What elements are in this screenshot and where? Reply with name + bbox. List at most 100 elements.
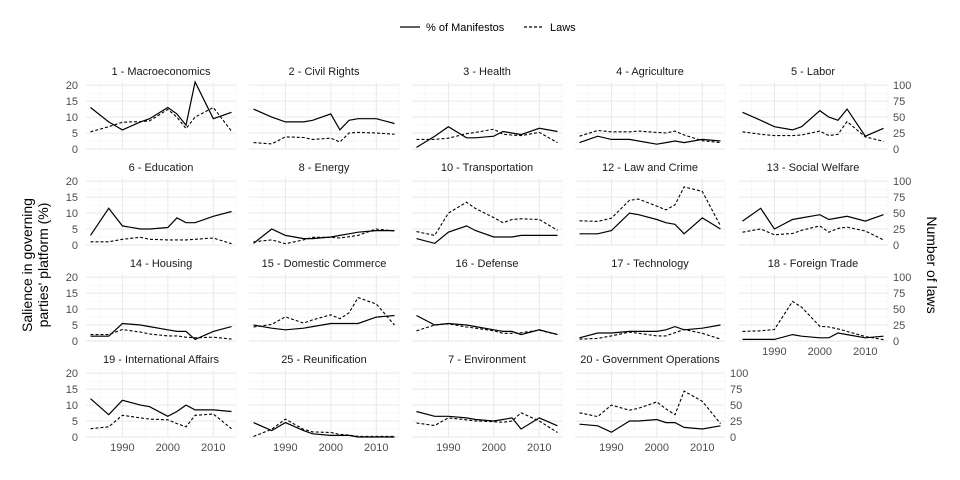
y-right-tick-label: 0 (893, 144, 899, 156)
panel: 25 - Reunification 1990 2000 2010 (249, 354, 400, 454)
y-right-tick-label: 50 (730, 400, 742, 412)
series-manifestos-line (416, 225, 558, 245)
series-laws-line (90, 236, 232, 245)
x-tick-label: 1990 (273, 442, 297, 454)
panel-title: 20 - Government Operations (580, 354, 720, 366)
panel-grid (86, 274, 237, 342)
series-manifestos-line (416, 410, 558, 430)
panel-title: 16 - Defense (456, 258, 519, 270)
x-tick-label: 2010 (364, 442, 388, 454)
panel-grid (575, 370, 726, 438)
panel-title: 12 - Law and Crime (602, 162, 698, 174)
x-tick-label: 1990 (436, 442, 460, 454)
y-right-tick-label: 75 (893, 192, 905, 204)
series-laws-line (253, 296, 395, 328)
panel-grid (86, 370, 237, 438)
y-left-tick-label: 20 (66, 176, 78, 188)
y-left-tick-label: 20 (66, 80, 78, 92)
y-left-tick-label: 20 (66, 368, 78, 380)
panel-title: 3 - Health (463, 66, 511, 78)
y-right-tick-label: 75 (893, 96, 905, 108)
y-left-tick-label: 15 (66, 384, 78, 396)
y-left-tick-label: 0 (72, 432, 78, 444)
y-left-tick-label: 5 (72, 416, 78, 428)
x-tick-label: 2000 (319, 442, 343, 454)
series-manifestos-line (90, 398, 232, 417)
panel-title: 17 - Technology (611, 258, 689, 270)
x-tick-label: 2000 (645, 442, 669, 454)
y-right-tick-label: 25 (730, 416, 742, 428)
panel-grid (412, 82, 563, 150)
series-manifestos-line (742, 207, 884, 230)
left-axis-title-line-1: Salience in governing (19, 198, 35, 332)
y-right-tick-label: 0 (893, 240, 899, 252)
panel-title: 5 - Labor (791, 66, 835, 78)
panel-title: 1 - Macroeconomics (111, 66, 211, 78)
series-manifestos-line (579, 212, 721, 235)
y-left-tick-label: 5 (72, 224, 78, 236)
series-manifestos-line (253, 421, 395, 438)
y-right-tick-label: 25 (893, 128, 905, 140)
panel: 17 - Technology (575, 258, 726, 342)
panel-title: 7 - Environment (448, 354, 526, 366)
series-laws-line (742, 120, 884, 142)
series-manifestos-line (579, 418, 721, 433)
series-laws-line (579, 129, 721, 144)
y-left-tick-label: 5 (72, 320, 78, 332)
left-axis-title-line-2: parties' platform (%) (35, 203, 51, 328)
panel-title: 25 - Reunification (281, 354, 367, 366)
panel-grid (738, 178, 889, 246)
y-left-tick-label: 15 (66, 288, 78, 300)
y-right-tick-label: 0 (730, 432, 736, 444)
x-tick-label: 2000 (808, 346, 832, 358)
y-right-tick-label: 100 (893, 272, 911, 284)
x-tick-label: 1990 (110, 442, 134, 454)
panel: 16 - Defense (412, 258, 563, 342)
y-left-tick-label: 15 (66, 192, 78, 204)
series-laws-line (416, 412, 558, 433)
x-tick-label: 2000 (482, 442, 506, 454)
series-laws-line (416, 128, 558, 144)
series-laws-line (416, 201, 558, 237)
panel-title: 2 - Civil Rights (289, 66, 360, 78)
y-right-tick-label: 100 (893, 176, 911, 188)
panel-grid (412, 274, 563, 342)
y-right-tick-label: 50 (893, 112, 905, 124)
panel: 12 - Law and Crime (575, 162, 726, 246)
panels: 1 - Macroeconomics 0 5 10 15 20 2 - Civil Righ… (66, 66, 912, 454)
legend-label-manifestos: % of Manifestos (426, 22, 505, 34)
x-tick-label: 2000 (156, 442, 180, 454)
y-right-tick-label: 100 (893, 80, 911, 92)
panel: 4 - Agriculture (575, 66, 726, 150)
panel-title: 10 - Transportation (441, 162, 533, 174)
series-laws-line (90, 413, 232, 430)
panel: 8 - Energy (249, 162, 400, 246)
right-axis-title: Number of laws (924, 216, 940, 313)
x-tick-label: 1990 (762, 346, 786, 358)
x-tick-label: 2010 (690, 442, 714, 454)
y-left-tick-label: 0 (72, 336, 78, 348)
panel: 10 - Transportation (412, 162, 563, 246)
series-manifestos-line (416, 125, 558, 148)
series-laws-line (579, 390, 721, 424)
panel: 6 - Education 0 5 10 15 20 (66, 162, 237, 252)
series-laws-line (742, 300, 884, 341)
y-right-tick-label: 75 (893, 288, 905, 300)
series-manifestos-line (253, 228, 395, 244)
panel-grid (249, 178, 400, 246)
series-manifestos-line (90, 207, 232, 236)
series-laws-line (742, 225, 884, 241)
panel-grid (575, 178, 726, 246)
panel: 3 - Health (412, 66, 563, 150)
panel-title: 18 - Foreign Trade (768, 258, 859, 270)
series-laws-line (579, 328, 721, 340)
series-laws-line (253, 228, 395, 245)
panel-title: 4 - Agriculture (616, 66, 684, 78)
panel-grid (86, 82, 237, 150)
panel-title: 8 - Energy (299, 162, 350, 174)
panel: 7 - Environment 1990 2000 2010 (412, 354, 563, 454)
panel-grid (249, 370, 400, 438)
series-manifestos-line (579, 135, 721, 145)
legend-label-laws: Laws (550, 22, 576, 34)
panel-grid (86, 178, 237, 246)
